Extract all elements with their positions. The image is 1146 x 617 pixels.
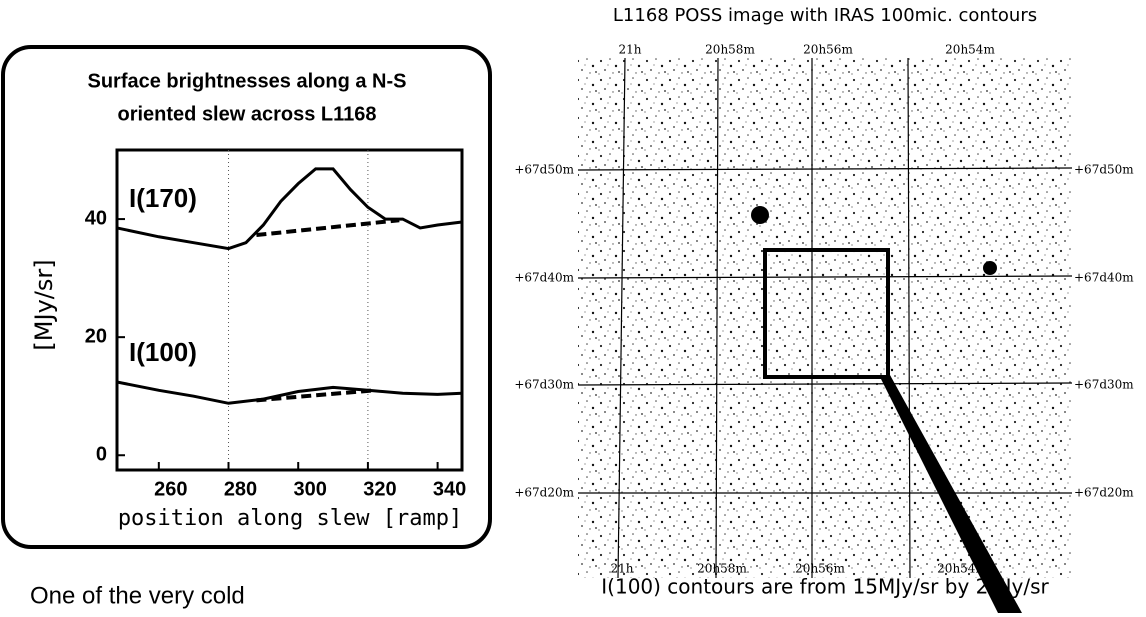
- baseline: [256, 218, 400, 238]
- body-text: One of the very cold: [30, 582, 245, 609]
- dec-label: +67d40m: [514, 271, 574, 285]
- pointer: [880, 375, 1022, 613]
- star: [751, 206, 769, 224]
- ra-label: 20h58m: [705, 43, 755, 57]
- chart-title-1: Surface brightnesses along a N-S: [88, 70, 407, 92]
- y-tick-label: 20: [85, 325, 107, 347]
- x-tick-label: 280: [224, 478, 257, 500]
- dec-label: +67d30m: [514, 378, 574, 392]
- ra-label: 20h56m: [795, 562, 845, 576]
- ra-label: 20h56m: [803, 43, 853, 57]
- plot-frame: [115, 148, 464, 472]
- panel-frame: [1, 45, 492, 549]
- ra-label: 21h: [611, 562, 634, 576]
- dec-label: +67d20m: [514, 486, 574, 500]
- y-tick-label: 40: [85, 207, 107, 229]
- dec-label: +67d30m: [1074, 378, 1134, 392]
- data-line: [116, 167, 463, 251]
- data-line: [116, 380, 463, 405]
- dec-label: +67d50m: [1074, 163, 1134, 177]
- series-label: I(170): [129, 183, 197, 213]
- baseline: [256, 388, 376, 403]
- image-caption: I(100) contours are from 15MJy/sr by 2MJ…: [601, 575, 1049, 599]
- star: [983, 261, 997, 275]
- y-tick-label: 0: [96, 444, 107, 466]
- series-label: I(100): [129, 337, 197, 367]
- zoom-box: [763, 248, 890, 379]
- dec-label: +67d20m: [1074, 486, 1134, 500]
- dec-label: +67d50m: [514, 163, 574, 177]
- x-tick-label: 340: [433, 478, 466, 500]
- x-tick-label: 260: [154, 478, 187, 500]
- y-axis-label: [MJy/sr]: [30, 259, 58, 350]
- image-title: L1168 POSS image with IRAS 100mic. conto…: [613, 5, 1037, 26]
- dec-label: +67d40m: [1074, 271, 1134, 285]
- coordinate-grid: [577, 57, 1073, 579]
- x-axis-label: position along slew [ramp]: [118, 506, 462, 531]
- x-tick-label: 320: [363, 478, 396, 500]
- ra-label: 20h54m: [937, 562, 987, 576]
- poss-image: [578, 58, 1072, 578]
- ra-label: 21h: [619, 43, 642, 57]
- x-tick-label: 300: [294, 478, 327, 500]
- ra-label: 20h58m: [697, 562, 747, 576]
- ra-label: 20h54m: [945, 43, 995, 57]
- chart-title-2: oriented slew across L1168: [117, 103, 376, 125]
